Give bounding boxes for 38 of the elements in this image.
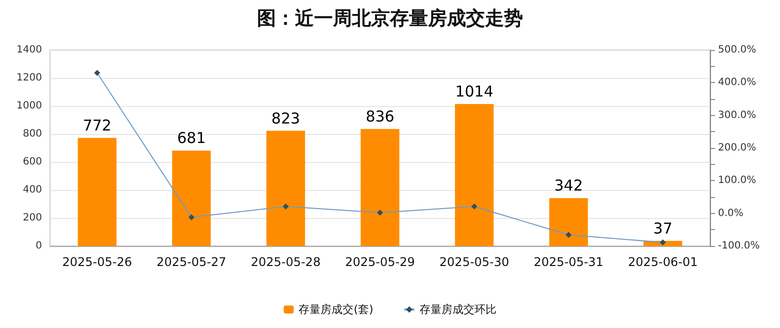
- y2-tick-label: 0.0%: [718, 208, 744, 219]
- bar: [454, 104, 494, 246]
- data-label: 681: [177, 129, 206, 148]
- bar: [78, 138, 116, 246]
- y2-tick-label: 100.0%: [718, 175, 756, 186]
- y2-tick-label: -100.0%: [718, 240, 760, 252]
- data-label: 772: [82, 116, 112, 134]
- x-tick-label: 2025-05-29: [345, 255, 415, 269]
- bar: [172, 150, 211, 246]
- x-tick-label: 2025-05-31: [534, 255, 604, 269]
- y2-tick-label: 500.0%: [718, 44, 756, 56]
- legend-label: 存量房成交(套): [298, 303, 374, 316]
- y-tick-label: 1000: [16, 100, 42, 112]
- y2-tick-label: 400.0%: [718, 77, 756, 88]
- data-label: 342: [554, 176, 583, 195]
- bar: [360, 128, 400, 246]
- chart-title: 图：近一周北京存量房成交走势: [257, 8, 523, 30]
- y-tick-label: 600: [22, 156, 42, 168]
- data-label: 1014: [455, 82, 494, 101]
- y2-tick-label: 300.0%: [718, 110, 756, 121]
- x-tick-label: 2025-05-30: [439, 255, 510, 269]
- x-tick-label: 2025-06-01: [628, 255, 698, 269]
- y-tick-label: 200: [22, 212, 42, 224]
- x-tick-label: 2025-05-26: [62, 255, 132, 269]
- y-tick-label: 0: [36, 240, 42, 252]
- x-tick-label: 2025-05-27: [156, 255, 226, 269]
- legend-label: 存量房成交环比: [419, 303, 496, 316]
- y-tick-label: 1400: [16, 44, 42, 56]
- y2-tick-label: 200.0%: [718, 142, 756, 154]
- bar: [549, 198, 588, 246]
- data-label: 823: [271, 109, 300, 128]
- data-label: 836: [366, 107, 394, 126]
- bar: [266, 130, 306, 246]
- data-label: 37: [653, 219, 672, 238]
- y-tick-label: 400: [22, 184, 42, 196]
- y-tick-label: 1200: [16, 72, 42, 84]
- y-tick-label: 800: [22, 128, 42, 140]
- x-tick-label: 2025-05-28: [250, 255, 321, 269]
